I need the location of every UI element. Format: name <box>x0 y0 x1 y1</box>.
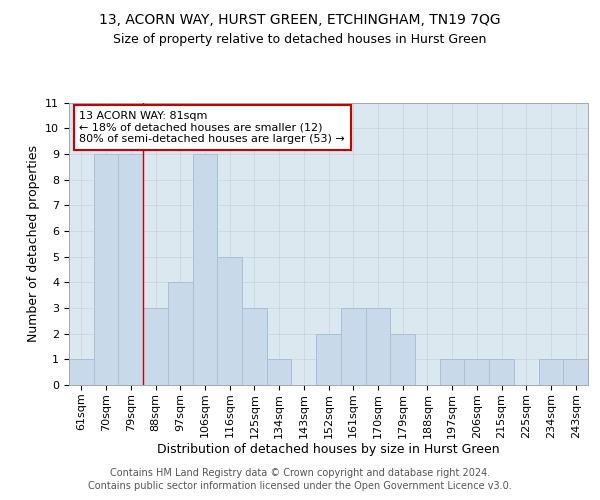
Bar <box>563 360 588 385</box>
Bar <box>464 360 489 385</box>
Text: Size of property relative to detached houses in Hurst Green: Size of property relative to detached ho… <box>113 32 487 46</box>
Y-axis label: Number of detached properties: Number of detached properties <box>27 145 40 342</box>
Bar <box>143 308 168 385</box>
Bar <box>118 154 143 385</box>
Bar <box>267 360 292 385</box>
Bar <box>440 360 464 385</box>
Bar <box>94 154 118 385</box>
X-axis label: Distribution of detached houses by size in Hurst Green: Distribution of detached houses by size … <box>157 443 500 456</box>
Bar <box>168 282 193 385</box>
Bar <box>316 334 341 385</box>
Bar <box>217 256 242 385</box>
Text: 13, ACORN WAY, HURST GREEN, ETCHINGHAM, TN19 7QG: 13, ACORN WAY, HURST GREEN, ETCHINGHAM, … <box>99 12 501 26</box>
Text: Contains HM Land Registry data © Crown copyright and database right 2024.: Contains HM Land Registry data © Crown c… <box>110 468 490 477</box>
Bar <box>365 308 390 385</box>
Text: 13 ACORN WAY: 81sqm
← 18% of detached houses are smaller (12)
80% of semi-detach: 13 ACORN WAY: 81sqm ← 18% of detached ho… <box>79 111 345 144</box>
Bar <box>390 334 415 385</box>
Bar <box>69 360 94 385</box>
Bar <box>242 308 267 385</box>
Text: Contains public sector information licensed under the Open Government Licence v3: Contains public sector information licen… <box>88 481 512 491</box>
Bar <box>193 154 217 385</box>
Bar <box>539 360 563 385</box>
Bar <box>341 308 365 385</box>
Bar <box>489 360 514 385</box>
